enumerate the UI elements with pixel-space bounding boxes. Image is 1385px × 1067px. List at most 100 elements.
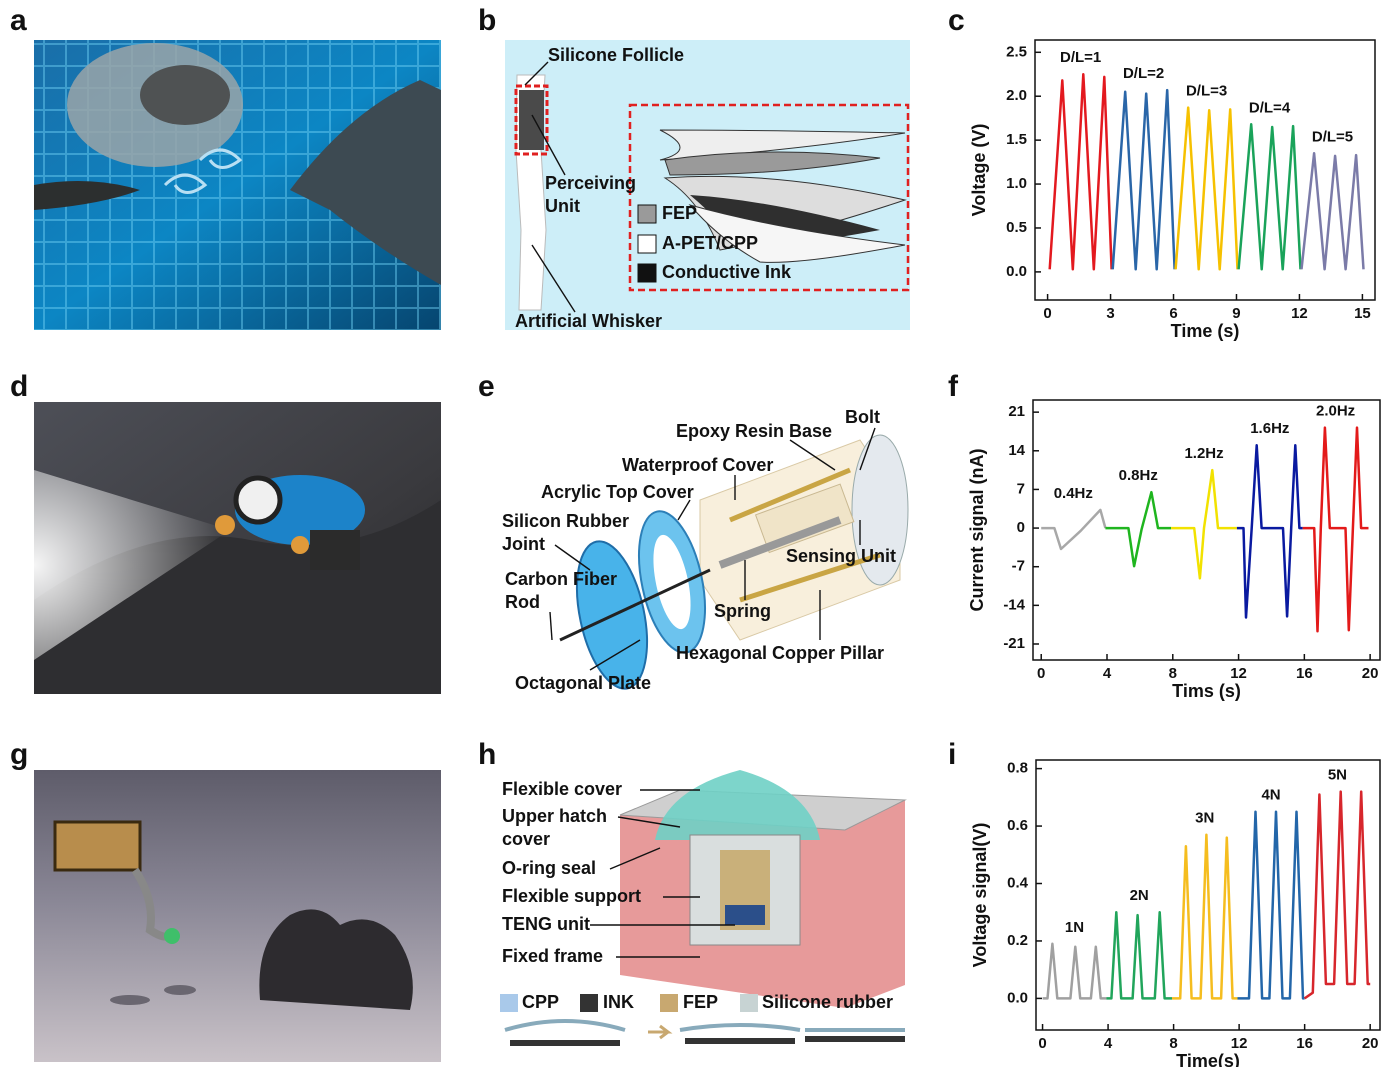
image-seal-pool bbox=[34, 40, 441, 330]
label: Upper hatch bbox=[502, 806, 607, 826]
series-line bbox=[1171, 470, 1237, 578]
y-tick-label: -21 bbox=[1003, 635, 1025, 652]
x-tick-label: 12 bbox=[1231, 1035, 1248, 1052]
series-annotation: 2.0Hz bbox=[1316, 403, 1355, 420]
legend-label: A-PET/CPP bbox=[662, 233, 758, 253]
label: Flexible support bbox=[502, 886, 641, 906]
x-tick-label: 3 bbox=[1106, 305, 1114, 322]
image-underwater-robot bbox=[34, 402, 441, 694]
image-seafloor bbox=[34, 770, 441, 1062]
label: Perceiving bbox=[545, 173, 636, 193]
panel-label: h bbox=[478, 738, 496, 771]
series-annotation: 1N bbox=[1065, 919, 1084, 936]
panel-label: f bbox=[948, 370, 959, 403]
x-tick-label: 0 bbox=[1038, 1035, 1046, 1052]
legend-label: Silicone rubber bbox=[762, 992, 893, 1012]
series-annotation: D/L=1 bbox=[1060, 49, 1101, 66]
series-line bbox=[1172, 835, 1238, 999]
diagram-whisker: Silicone Follicle Perceiving Unit Artifi… bbox=[505, 40, 910, 331]
y-tick-label: 2.5 bbox=[1006, 43, 1027, 60]
series-line bbox=[1237, 445, 1303, 617]
label: Joint bbox=[502, 534, 545, 554]
panel-label: i bbox=[948, 738, 956, 771]
plot-frame bbox=[1033, 400, 1380, 660]
y-tick-label: 0.8 bbox=[1007, 760, 1028, 777]
label: Acrylic Top Cover bbox=[541, 482, 694, 502]
series-line bbox=[1238, 812, 1305, 999]
y-tick-label: 0.0 bbox=[1006, 263, 1027, 280]
x-tick-label: 0 bbox=[1037, 665, 1045, 682]
label: TENG unit bbox=[502, 914, 590, 934]
label: O-ring seal bbox=[502, 858, 596, 878]
series-line bbox=[1303, 428, 1369, 632]
series-line bbox=[1041, 510, 1105, 549]
legend-label: INK bbox=[603, 992, 634, 1012]
y-tick-label: -14 bbox=[1003, 596, 1025, 613]
legend-label: CPP bbox=[522, 992, 559, 1012]
y-tick-label: 2.0 bbox=[1006, 87, 1027, 104]
y-tick-label: 7 bbox=[1017, 480, 1025, 497]
x-tick-label: 15 bbox=[1354, 305, 1371, 322]
series-annotation: D/L=4 bbox=[1249, 99, 1291, 116]
label: Rod bbox=[505, 592, 540, 612]
label: Bolt bbox=[845, 407, 880, 427]
label: Sensing Unit bbox=[786, 546, 896, 566]
x-tick-label: 0 bbox=[1043, 305, 1051, 322]
label: Silicone Follicle bbox=[548, 45, 684, 65]
y-tick-label: -7 bbox=[1012, 558, 1025, 575]
series-line bbox=[1043, 944, 1107, 999]
series-annotation: 1.2Hz bbox=[1184, 445, 1223, 462]
x-tick-label: 4 bbox=[1103, 665, 1112, 682]
label: Fixed frame bbox=[502, 946, 603, 966]
x-tick-label: 16 bbox=[1296, 665, 1313, 682]
y-tick-label: 0.6 bbox=[1007, 817, 1028, 834]
label: Waterproof Cover bbox=[622, 455, 773, 475]
x-axis-label: Tims (s) bbox=[1172, 681, 1241, 701]
y-tick-label: 14 bbox=[1008, 442, 1025, 459]
panel-label: d bbox=[10, 370, 28, 403]
label: cover bbox=[502, 829, 550, 849]
x-tick-label: 8 bbox=[1169, 1035, 1177, 1052]
x-tick-label: 12 bbox=[1291, 305, 1308, 322]
label: Octagonal Plate bbox=[515, 673, 651, 693]
series-annotation: 3N bbox=[1195, 810, 1214, 827]
label: Carbon Fiber bbox=[505, 569, 617, 589]
panel-label: c bbox=[948, 4, 965, 37]
legend-label: FEP bbox=[683, 992, 718, 1012]
series-annotation: 4N bbox=[1261, 787, 1280, 804]
y-tick-label: 1.0 bbox=[1006, 175, 1027, 192]
y-tick-label: 0.5 bbox=[1006, 219, 1027, 236]
panel-label: e bbox=[478, 370, 495, 403]
series-line bbox=[1305, 792, 1371, 999]
y-axis-label: Voltage (V) bbox=[969, 124, 989, 217]
series-annotation: D/L=3 bbox=[1186, 83, 1227, 100]
x-tick-label: 20 bbox=[1362, 1035, 1379, 1052]
y-tick-label: 0 bbox=[1017, 519, 1025, 536]
figure: a b c d e f g h i Silicone Follicle Per bbox=[0, 0, 1385, 1067]
legend-label: Conductive Ink bbox=[662, 262, 792, 282]
series-line bbox=[1106, 912, 1172, 998]
y-tick-label: 0.4 bbox=[1007, 874, 1029, 891]
diagram-sensor: Epoxy Resin Base Bolt Waterproof Cover A… bbox=[502, 407, 908, 695]
label: Epoxy Resin Base bbox=[676, 421, 832, 441]
series-line bbox=[1176, 108, 1238, 270]
y-tick-label: 21 bbox=[1008, 403, 1025, 420]
label: Unit bbox=[545, 196, 580, 216]
series-annotation: 2N bbox=[1130, 887, 1149, 904]
series-annotation: D/L=2 bbox=[1123, 65, 1164, 82]
series-annotation: D/L=5 bbox=[1312, 128, 1353, 145]
y-axis-label: Current signal (nA) bbox=[967, 448, 987, 611]
y-tick-label: 0.2 bbox=[1007, 932, 1028, 949]
x-axis-label: Time (s) bbox=[1171, 321, 1240, 341]
label: Silicon Rubber bbox=[502, 511, 629, 531]
series-line bbox=[1113, 90, 1175, 269]
series-annotation: 0.8Hz bbox=[1119, 467, 1158, 484]
y-tick-label: 0.0 bbox=[1007, 989, 1028, 1006]
x-tick-label: 9 bbox=[1232, 305, 1240, 322]
diagram-cross-section: Flexible cover Upper hatch cover O-ring … bbox=[500, 770, 905, 1046]
series-line bbox=[1050, 74, 1112, 269]
label: Hexagonal Copper Pillar bbox=[676, 643, 884, 663]
legend-label: FEP bbox=[662, 203, 697, 223]
series-line bbox=[1105, 492, 1171, 566]
panel-label: g bbox=[10, 738, 28, 771]
